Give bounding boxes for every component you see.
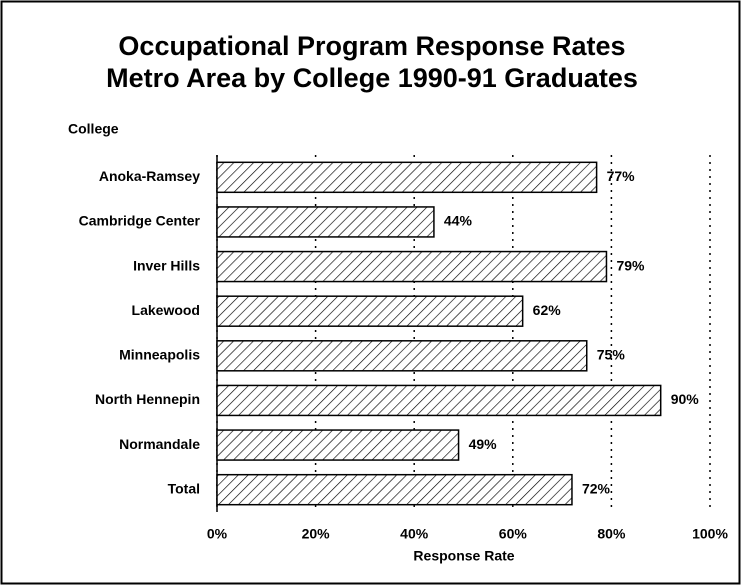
bar: [216, 295, 524, 327]
y-tick-label: Normandale: [119, 436, 200, 452]
value-label: 77%: [607, 168, 636, 184]
x-tick-label: 20%: [302, 526, 331, 542]
y-tick-label: Minneapolis: [119, 347, 200, 363]
chart-title: Occupational Program Response Rates: [118, 31, 625, 61]
x-tick-label: 0%: [207, 526, 228, 542]
bar: [216, 161, 598, 194]
y-tick-label: Cambridge Center: [79, 213, 201, 229]
value-label: 75%: [597, 347, 626, 363]
bar: [216, 340, 588, 372]
x-axis-label: Response Rate: [413, 548, 514, 564]
bar: [216, 384, 662, 417]
value-label: 44%: [444, 213, 473, 229]
bar: [216, 429, 460, 461]
x-tick-label: 80%: [597, 526, 626, 542]
x-tick-label: 100%: [692, 526, 728, 542]
value-label: 49%: [469, 436, 498, 452]
y-tick-label: Inver Hills: [133, 257, 200, 273]
chart-title: Metro Area by College 1990-91 Graduates: [106, 63, 638, 93]
y-tick-label: Total: [168, 480, 200, 496]
value-label: 72%: [582, 480, 611, 496]
y-axis-label: College: [68, 121, 119, 137]
bar: [216, 206, 435, 238]
value-label: 79%: [616, 257, 645, 273]
x-tick-label: 40%: [400, 526, 429, 542]
y-tick-label: Anoka-Ramsey: [99, 168, 200, 184]
bar: [216, 250, 608, 283]
x-tick-label: 60%: [499, 526, 528, 542]
y-tick-label: Lakewood: [132, 302, 200, 318]
y-tick-label: North Hennepin: [95, 391, 200, 407]
value-label: 90%: [671, 391, 700, 407]
value-label: 62%: [533, 302, 562, 318]
bar: [216, 473, 573, 506]
